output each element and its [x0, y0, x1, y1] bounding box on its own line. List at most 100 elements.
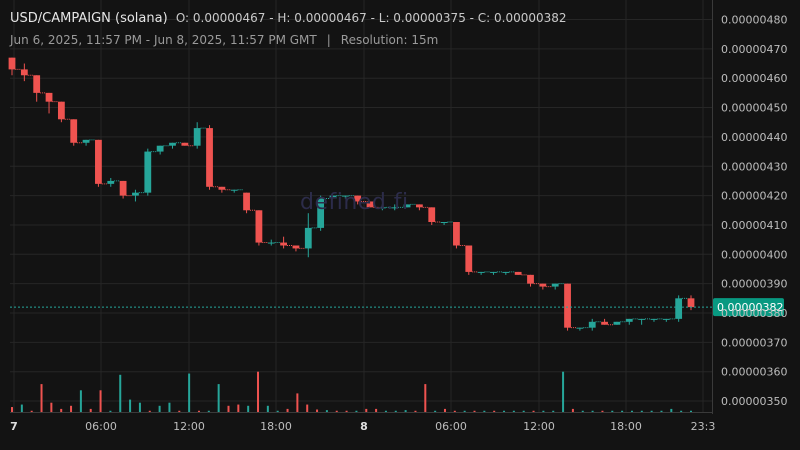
candle [341, 195, 355, 199]
x-tick-label: 7 [10, 420, 18, 433]
volume-bar [434, 410, 437, 412]
candle [45, 92, 58, 114]
candle [428, 207, 441, 225]
chart-subheader: Jun 6, 2025, 11:57 PM - Jun 8, 2025, 11:… [10, 33, 438, 47]
candle [218, 186, 231, 193]
y-tick-label: 0.00000440 [721, 131, 787, 144]
volume-bar [601, 410, 604, 412]
volume-bar [581, 410, 584, 412]
last-price-badge [713, 298, 784, 317]
candle [465, 245, 478, 275]
y-tick-label: 0.00000400 [721, 248, 787, 261]
candle [317, 195, 330, 231]
resolution-label: Resolution: 15m [340, 33, 439, 47]
candle [378, 204, 392, 211]
date-range: Jun 6, 2025, 11:57 PM - Jun 8, 2025, 11:… [10, 33, 317, 47]
candle [416, 204, 429, 211]
ohlc-readout: O: 0.00000467 - H: 0.00000467 - L: 0.000… [175, 11, 567, 25]
y-tick-label: 0.00000350 [721, 395, 787, 408]
volume-bar [345, 410, 348, 412]
volume-bar [414, 410, 417, 412]
volume-bar [591, 410, 594, 412]
volume-bar [138, 402, 141, 412]
volume-bar [621, 410, 624, 412]
candle [33, 75, 46, 102]
y-tick-label: 0.00000450 [721, 102, 787, 115]
candle [156, 145, 170, 155]
volume-bar [532, 410, 535, 412]
volume-bar [306, 404, 309, 412]
y-tick-label: 0.00000420 [721, 190, 787, 203]
x-tick-label: 8 [360, 420, 368, 433]
candle [354, 195, 367, 205]
candle [57, 101, 71, 123]
volume-bar [257, 371, 260, 412]
candle [403, 203, 417, 208]
volume-bar [247, 405, 250, 412]
y-tick-label: 0.00000460 [721, 72, 787, 85]
candle [169, 142, 182, 149]
volume-bar [237, 404, 240, 412]
candle [20, 63, 34, 82]
volume-bar [611, 410, 614, 412]
volume-bar [325, 410, 328, 412]
volume-bar [424, 384, 427, 412]
volume-bar [158, 405, 161, 412]
candle [502, 271, 515, 275]
candle [576, 327, 589, 331]
volume-bar [670, 408, 673, 412]
watermark: defined.fi [300, 190, 409, 215]
volume-bar [316, 409, 319, 412]
volume-bar [512, 410, 515, 412]
volume-bar [473, 410, 476, 412]
candle [650, 318, 663, 322]
volume-bar [148, 410, 151, 412]
volume-bar [335, 410, 338, 412]
volume-bar [60, 408, 63, 412]
x-tick-label: 12:00 [173, 420, 205, 433]
candle [613, 321, 626, 325]
x-axis: 7 06:00 12:00 18:00 8 06:00 12:00 18:00 23:3 [10, 412, 716, 433]
candle [539, 283, 552, 290]
volume-bar [463, 410, 466, 412]
separator: | [326, 33, 331, 47]
x-tick-label: 12:00 [523, 420, 555, 433]
volume-bar [119, 374, 122, 412]
candle [551, 283, 565, 290]
volume-bar [89, 408, 92, 412]
volume-bar [365, 408, 368, 412]
candle [193, 122, 207, 149]
volume-bar [109, 410, 112, 412]
volume-bar [178, 410, 181, 412]
volume-bar [680, 410, 683, 412]
volume-bar [493, 410, 496, 412]
volume-bar [227, 405, 230, 412]
candle [601, 318, 614, 326]
chart-header: USD/CAMPAIGN (solana) O: 0.00000467 - H:… [10, 11, 567, 26]
candle [675, 295, 688, 322]
volume-bar [207, 410, 210, 412]
x-tick-label: 23:3 [691, 420, 716, 433]
candle [82, 139, 96, 146]
volume-bar [394, 410, 397, 412]
y-axis: 0.00000480 0.00000470 0.00000460 0.00000450… [712, 0, 787, 414]
symbol-title: USD/CAMPAIGN (solana) [10, 11, 168, 26]
candle [8, 57, 21, 76]
candle [230, 189, 244, 193]
volume-bar [630, 410, 633, 412]
candle [527, 274, 540, 287]
volume-bar [296, 393, 299, 412]
y-tick-label: 0.00000370 [721, 336, 787, 349]
volume-bar [129, 399, 132, 412]
candle [107, 177, 120, 187]
volume-bar [443, 408, 446, 412]
volume-bar [571, 408, 574, 412]
x-tick-label: 06:00 [85, 420, 117, 433]
y-tick-label: 0.00000410 [721, 219, 787, 232]
volume-bar [660, 410, 663, 412]
candle [70, 119, 83, 146]
candle [440, 221, 454, 225]
volume-bar [562, 371, 565, 412]
volume-bar [552, 410, 555, 412]
